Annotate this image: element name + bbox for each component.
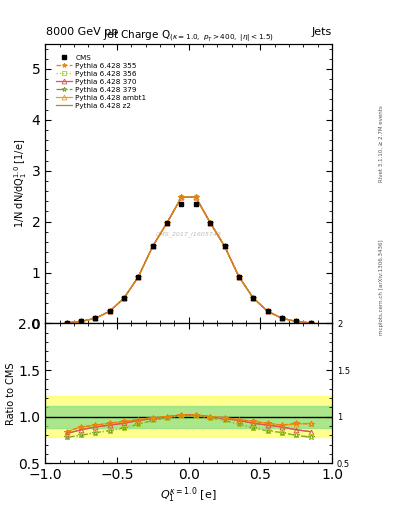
Bar [45,406,332,428]
Legend: CMS, Pythia 6.428 355, Pythia 6.428 356, Pythia 6.428 370, Pythia 6.428 379, Pyt: CMS, Pythia 6.428 355, Pythia 6.428 356,… [55,53,148,111]
Title: Jet Charge Q$_{(\kappa=1.0,\ p_T>400,\ |\eta|<1.5)}$: Jet Charge Q$_{(\kappa=1.0,\ p_T>400,\ |… [103,28,274,44]
Text: CMS_2017_I1605749: CMS_2017_I1605749 [156,231,222,237]
Y-axis label: 1/N dN/dQ$_1^{1.0}$ [1/e]: 1/N dN/dQ$_1^{1.0}$ [1/e] [12,139,29,228]
Text: Jets: Jets [311,27,331,37]
Y-axis label: Ratio to CMS: Ratio to CMS [6,362,16,424]
Text: mcplots.cern.ch [arXiv:1306.3436]: mcplots.cern.ch [arXiv:1306.3436] [379,239,384,334]
Text: Rivet 3.1.10, ≥ 2.7M events: Rivet 3.1.10, ≥ 2.7M events [379,105,384,182]
Bar [45,396,332,437]
X-axis label: $Q_1^{\kappa=1.0}$ [e]: $Q_1^{\kappa=1.0}$ [e] [160,485,217,505]
Text: 8000 GeV pp: 8000 GeV pp [46,27,118,37]
